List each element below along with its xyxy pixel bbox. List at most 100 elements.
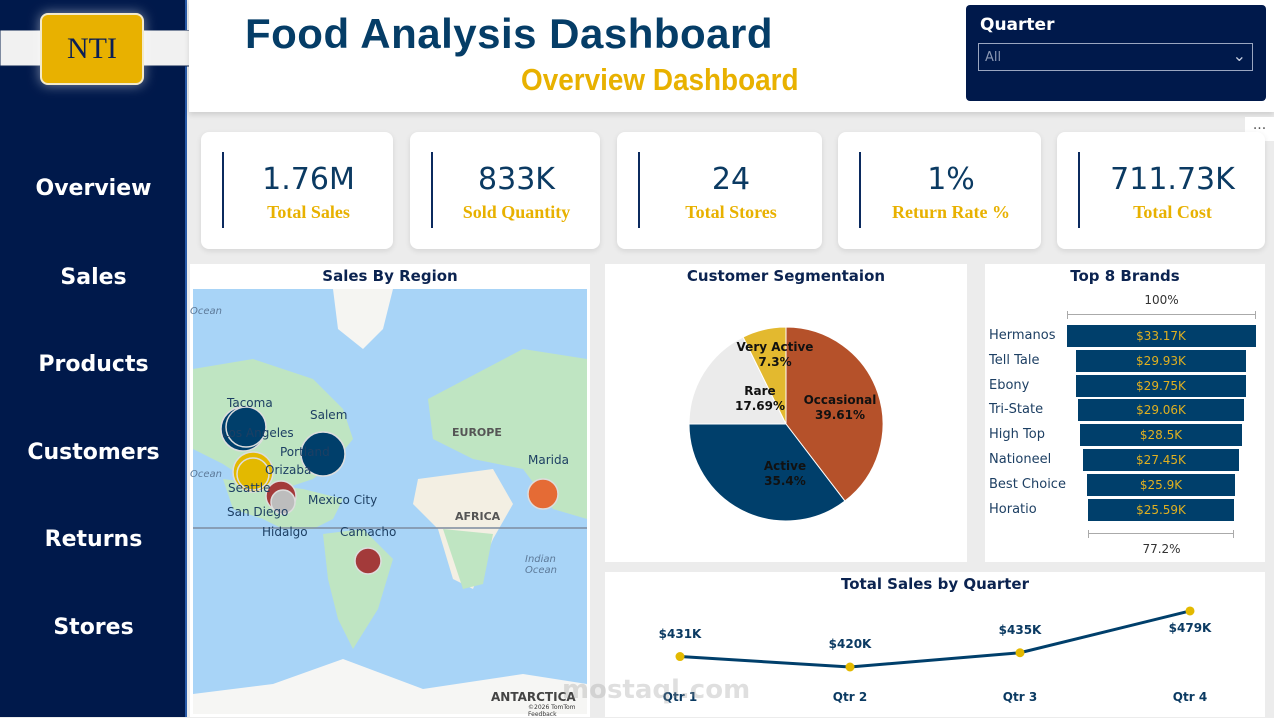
brand-name: High Top [989,427,1045,443]
watermark: mostaql.com [562,675,751,705]
pie-percent-label: 39.61% [815,408,865,422]
logo: NTI [40,13,144,85]
nav-products[interactable]: Products [38,352,149,377]
funnel-bottom-scale [1088,530,1234,538]
nav-returns[interactable]: Returns [44,527,143,552]
line-marker[interactable] [675,652,685,662]
kpi-label: Total Cost [1133,202,1212,222]
line-marker[interactable] [1185,606,1195,616]
brand-bar: $25.59K [1088,498,1234,521]
map-place-label: Hidalgo [262,525,308,539]
pie-percent-label: 17.69% [735,399,785,413]
kpi-total-cost: 711.73K Total Cost [1057,132,1265,249]
sales-by-region-map: Sales By Region Tacoma Salem Los Angeles Po… [190,264,590,718]
x-tick-label: Qtr 4 [1172,690,1208,704]
pie-data-label: Rare 17.69% [715,384,805,414]
funnel-bottom-pct: 77.2% [1142,542,1181,556]
line-data-label: $420K [828,637,872,651]
brand-bar: $28.5K [1079,424,1243,447]
kpi-value: 833K [478,162,555,197]
line-chart [675,606,1195,672]
line-data-label: $479K [1168,620,1212,635]
brand-name: Best Choice [989,476,1066,492]
map-bubble[interactable] [270,489,296,515]
map-attribution: ©2026 TomTom Feedback [528,704,576,718]
map-place-label: Los Angeles [222,426,294,440]
map-place-label: Orizaba [265,463,312,477]
map-region-label: Ocean [190,306,222,317]
slicer-label: Quarter [980,15,1055,35]
nav-overview[interactable]: Overview [35,176,152,201]
map-bubble[interactable] [236,457,270,491]
brand-name: Tri-State [989,402,1044,418]
kpi-accent-bar [222,152,224,228]
brand-name: Nationeel [989,452,1052,467]
pie-category-label: Occasional [803,393,877,407]
pie-slice-active[interactable] [688,423,846,522]
brands-title: Top 8 Brands [1070,267,1180,285]
brand-bar: $29.06K [1078,399,1244,422]
line-marker[interactable] [845,662,855,672]
nav-customers[interactable]: Customers [27,440,160,465]
kpi-label: Total Sales [267,202,350,222]
line-data-label: $431K [658,626,702,641]
pie-slice-occasional[interactable] [785,326,884,502]
pie-slice-rare[interactable] [688,336,787,425]
pie-chart [688,326,884,522]
pie-category-label: Active [763,459,807,473]
map-canvas[interactable] [193,289,587,714]
map-region-label: Ocean [190,469,222,480]
brand-name: Horatio [989,501,1037,517]
sales-line [679,609,1191,669]
map-title: Sales By Region [322,267,458,285]
map-place-label: Camacho [340,525,397,539]
quarter-dropdown[interactable]: All ⌄ [978,43,1253,71]
page-title: Food Analysis Dashboard [245,10,774,57]
brand-bar: $25.9K [1087,473,1235,496]
map-region-label: AFRICA [455,510,501,523]
pie-category-label: Rare [744,384,776,398]
map-place-label: Seattle [228,481,271,495]
kpi-value: 24 [711,162,751,197]
line-title: Total Sales by Quarter [840,575,1030,593]
customer-segmentation-panel: Customer Segmentaion Occasional 39.61% Act… [605,264,967,562]
pie-slice-very-active[interactable] [742,326,787,425]
map-region-label: EUROPE [452,426,502,439]
map-place-label: San Diego [227,505,289,519]
kpi-return-rate: 1% Return Rate % [838,132,1041,249]
top-brands-panel: Top 8 Brands 100% Hermanos $33.17K Tell Ta… [985,264,1265,562]
sales-by-quarter-panel: Total Sales by Quarter $431K Qtr 1 $420K Qt… [605,572,1265,717]
kpi-total-sales: 1.76M Total Sales [201,132,393,249]
pie-percent-label: 7.3% [758,355,792,369]
kpi-accent-bar [431,152,433,228]
funnel-top-scale [1067,311,1256,319]
x-tick-label: Qtr 1 [662,690,698,704]
map-bubble[interactable] [354,547,382,575]
chevron-down-icon: ⌄ [1232,46,1246,65]
kpi-total-stores: 24 Total Stores [617,132,822,249]
kpi-accent-bar [859,152,861,228]
pie-data-label: Occasional 39.61% [795,393,885,423]
kpi-sold-quantity: 833K Sold Quantity [410,132,600,249]
quarter-slicer: Quarter All ⌄ [966,5,1266,101]
pie-data-label: Very Active 7.3% [730,340,820,370]
line-marker[interactable] [1015,648,1025,658]
nav-stores[interactable]: Stores [53,615,134,640]
pie-category-label: Very Active [736,340,814,354]
kpi-value: 1% [927,162,975,197]
dropdown-value: All [985,50,1002,65]
kpi-accent-bar [1078,152,1080,228]
line-data-label: $435K [998,622,1042,637]
map-bubble[interactable] [527,478,559,510]
funnel-top-pct: 100% [1144,293,1179,307]
kpi-label: Sold Quantity [462,202,571,222]
pie-percent-label: 35.4% [764,474,806,488]
map-region-label: Indian Ocean [525,554,557,576]
brand-bar: $29.93K [1075,349,1247,372]
brand-bar: $27.45K [1082,449,1240,471]
map-bubble[interactable] [225,406,267,448]
kpi-value: 711.73K [1110,162,1235,197]
nav-sales[interactable]: Sales [60,265,127,290]
brand-name: Ebony [989,377,1030,393]
map-bubble[interactable] [300,431,346,477]
